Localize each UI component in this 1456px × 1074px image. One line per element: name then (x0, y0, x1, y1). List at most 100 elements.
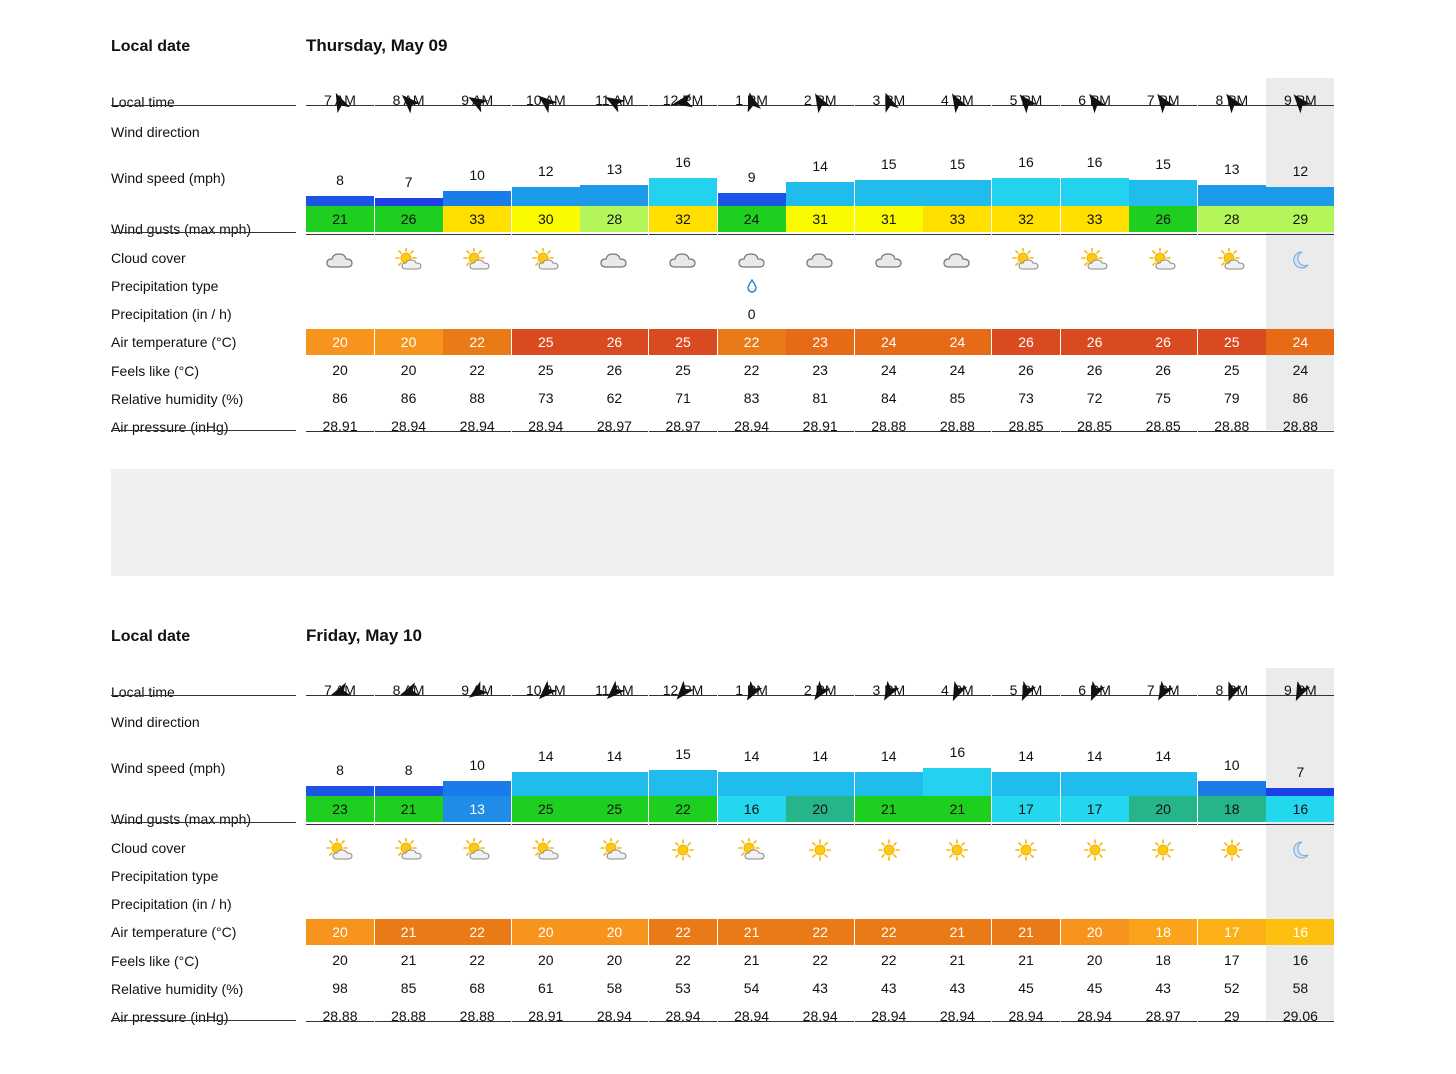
humidity-value: 86 (400, 390, 417, 406)
wind-speed-bar (1060, 772, 1129, 796)
hour-column: 9 PM 12 29 24 24 86 28.88 (1266, 30, 1335, 450)
air-temperature-value: 16 (1266, 919, 1335, 945)
wind-gust-value: 33 (1060, 206, 1129, 232)
partly-cloudy-icon (463, 838, 490, 860)
hour-column: 7 PM 15 26 26 26 75 28.85 (1129, 30, 1198, 450)
wind-gust-value: 16 (1266, 796, 1335, 822)
gust-divider (1129, 234, 1198, 235)
air-temperature-value: 24 (854, 329, 923, 355)
wind-gust-value: 21 (306, 206, 374, 232)
wind-direction-arrow-icon (1228, 681, 1242, 702)
pressure-divider (854, 1021, 923, 1022)
wind-speed-value: 7 (404, 173, 413, 190)
feels-like-value: 26 (1018, 362, 1034, 378)
wind-direction-arrow-icon (885, 92, 899, 113)
gust-divider (1129, 824, 1198, 825)
humidity-value: 43 (1155, 980, 1171, 996)
humidity-value: 61 (538, 980, 554, 996)
sun-icon (1220, 839, 1243, 861)
wind-speed-bar (1129, 772, 1198, 796)
humidity-value: 62 (606, 390, 623, 406)
wind-speed-bar (1197, 184, 1266, 206)
hour-column: 10 AM 14 25 20 20 61 28.91 (511, 620, 580, 1040)
feels-like-value: 21 (949, 952, 966, 968)
hour-column: 9 AM103322228828.94 (443, 30, 512, 450)
hour-column: 4 PM 15 33 24 24 85 28.88 (923, 30, 992, 450)
wind-speed-bar (717, 193, 786, 206)
ad-placeholder (111, 469, 1334, 576)
air-temperature-value: 22 (786, 919, 855, 945)
wind-speed-bar (306, 785, 374, 796)
wind-gust-value: 30 (511, 206, 580, 232)
pressure-value: 28.94 (871, 1008, 907, 1024)
wind-speed-value: 15 (1155, 156, 1171, 173)
air-temperature-value: 24 (923, 329, 992, 355)
raindrop-icon (746, 279, 757, 293)
wind-direction-arrow-icon (330, 682, 351, 696)
feels-like-value: 24 (949, 362, 966, 378)
wind-speed-value: 14 (812, 158, 828, 175)
wind-direction-arrow-icon (1021, 680, 1037, 702)
cloud-icon (737, 253, 765, 268)
pressure-divider (992, 431, 1060, 432)
pressure-value: 28.91 (528, 1008, 564, 1024)
wind-gust-value: 22 (649, 796, 717, 822)
wind-gust-value: 17 (1060, 796, 1129, 822)
sun-icon (946, 839, 969, 861)
hour-column: 2 PM142022224328.94 (786, 620, 855, 1040)
feels-like-value: 22 (675, 952, 691, 968)
pressure-value: 28.88 (322, 1008, 358, 1024)
partly-cloudy-icon (531, 248, 559, 270)
hour-column: 12 PM152222225328.94 (649, 620, 717, 1040)
humidity-value: 58 (1292, 980, 1309, 996)
feels-like-value: 26 (1155, 362, 1171, 378)
pressure-value: 28.94 (1008, 1008, 1044, 1024)
partly-cloudy-icon (1149, 248, 1176, 270)
hour-column: 6 PM 16 33 26 26 72 28.85 (1060, 30, 1129, 450)
air-temperature-value: 26 (1060, 329, 1129, 355)
row-label-feels-like: Feels like (°C) (111, 953, 200, 969)
row-label-pressure: Air pressure (inHg) (111, 1009, 229, 1025)
gust-divider (511, 824, 580, 825)
wind-speed-value: 15 (949, 156, 966, 173)
gust-divider (717, 824, 786, 825)
wind-direction-arrow-icon (399, 682, 420, 696)
wind-speed-bar (649, 178, 717, 206)
hour-column: 11 AM 13 28 26 26 62 28.97 (580, 30, 649, 450)
wind-speed-value: 8 (336, 171, 344, 188)
partly-cloudy-icon (1012, 248, 1039, 270)
pressure-value: 29.06 (1282, 1008, 1318, 1024)
pressure-value: 28.91 (322, 418, 358, 434)
wind-speed-bar (374, 785, 443, 796)
feels-like-value: 25 (1224, 362, 1240, 378)
pressure-divider (1129, 1021, 1198, 1022)
cloud-icon (875, 253, 902, 268)
feels-like-value: 26 (606, 362, 623, 378)
wind-gust-value: 31 (854, 206, 923, 232)
date-title: Friday, May 10 (306, 626, 422, 645)
air-temperature-value: 20 (511, 919, 580, 945)
pressure-divider (580, 1021, 649, 1022)
gust-divider (443, 234, 512, 235)
pressure-value: 28.88 (1282, 418, 1318, 434)
pressure-value: 28.94 (734, 1008, 770, 1024)
row-label-cloud-cover: Cloud cover (111, 840, 186, 856)
row-label-wind-gusts: Wind gusts (max mph) (111, 811, 252, 827)
partly-cloudy-icon (600, 838, 627, 860)
wind-speed-bar (923, 768, 992, 796)
hour-column: 7 AM 8 23 20 20 98 28.88 (306, 620, 374, 1040)
gust-divider (374, 234, 443, 235)
row-label-wind-gusts: Wind gusts (max mph) (111, 221, 252, 237)
feels-like-value: 21 (1018, 952, 1034, 968)
pressure-divider (1197, 1021, 1266, 1022)
time-divider (306, 695, 374, 696)
hour-column: 8 PM 13 28 25 25 79 28.88 (1197, 30, 1266, 450)
gust-divider (854, 234, 923, 235)
pressure-divider (511, 1021, 580, 1022)
feels-like-value: 26 (1086, 362, 1103, 378)
humidity-value: 45 (1086, 980, 1103, 996)
humidity-value: 43 (949, 980, 966, 996)
feels-like-value: 21 (400, 952, 417, 968)
hour-column: 9 PM71616165829.06 (1266, 620, 1335, 1040)
wind-speed-value: 14 (1086, 748, 1103, 765)
